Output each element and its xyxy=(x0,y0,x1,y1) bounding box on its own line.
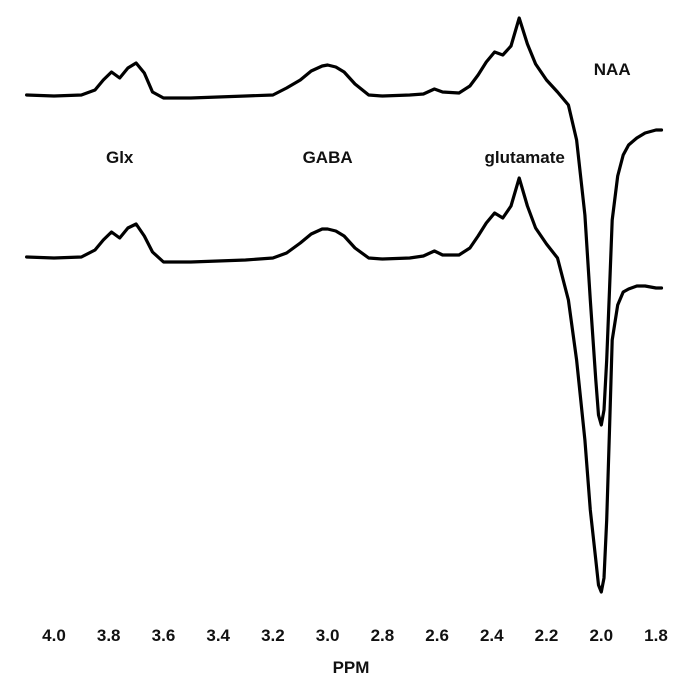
spectrum-line-upper xyxy=(25,16,664,427)
x-tick-label: 3.0 xyxy=(316,626,340,645)
x-axis-label: PPM xyxy=(333,658,370,677)
peak-label-glx: Glx xyxy=(106,148,134,167)
x-tick-label: 3.2 xyxy=(261,626,285,645)
peak-label-gaba: GABA xyxy=(303,148,353,167)
x-tick-label: 2.2 xyxy=(535,626,559,645)
peak-label-glutamate: glutamate xyxy=(485,148,565,167)
x-tick-label: 2.8 xyxy=(371,626,395,645)
x-tick-label: 2.4 xyxy=(480,626,504,645)
x-tick-label: 2.0 xyxy=(589,626,613,645)
x-tick-label: 3.4 xyxy=(206,626,230,645)
x-axis-ticks: 4.0 3.8 3.6 3.4 3.2 3.0 2.8 2.6 2.4 2.2 2.0 1.8 xyxy=(42,626,668,645)
peak-label-naa: NAA xyxy=(594,60,631,79)
x-tick-label: 1.8 xyxy=(644,626,668,645)
series-layer xyxy=(25,16,664,594)
x-tick-label: 3.6 xyxy=(152,626,176,645)
spectrum-line-lower xyxy=(25,176,664,594)
peak-annotations: NAA Glx GABA glutamate xyxy=(106,60,631,167)
x-tick-label: 3.8 xyxy=(97,626,121,645)
x-tick-label: 2.6 xyxy=(425,626,449,645)
x-tick-label: 4.0 xyxy=(42,626,66,645)
